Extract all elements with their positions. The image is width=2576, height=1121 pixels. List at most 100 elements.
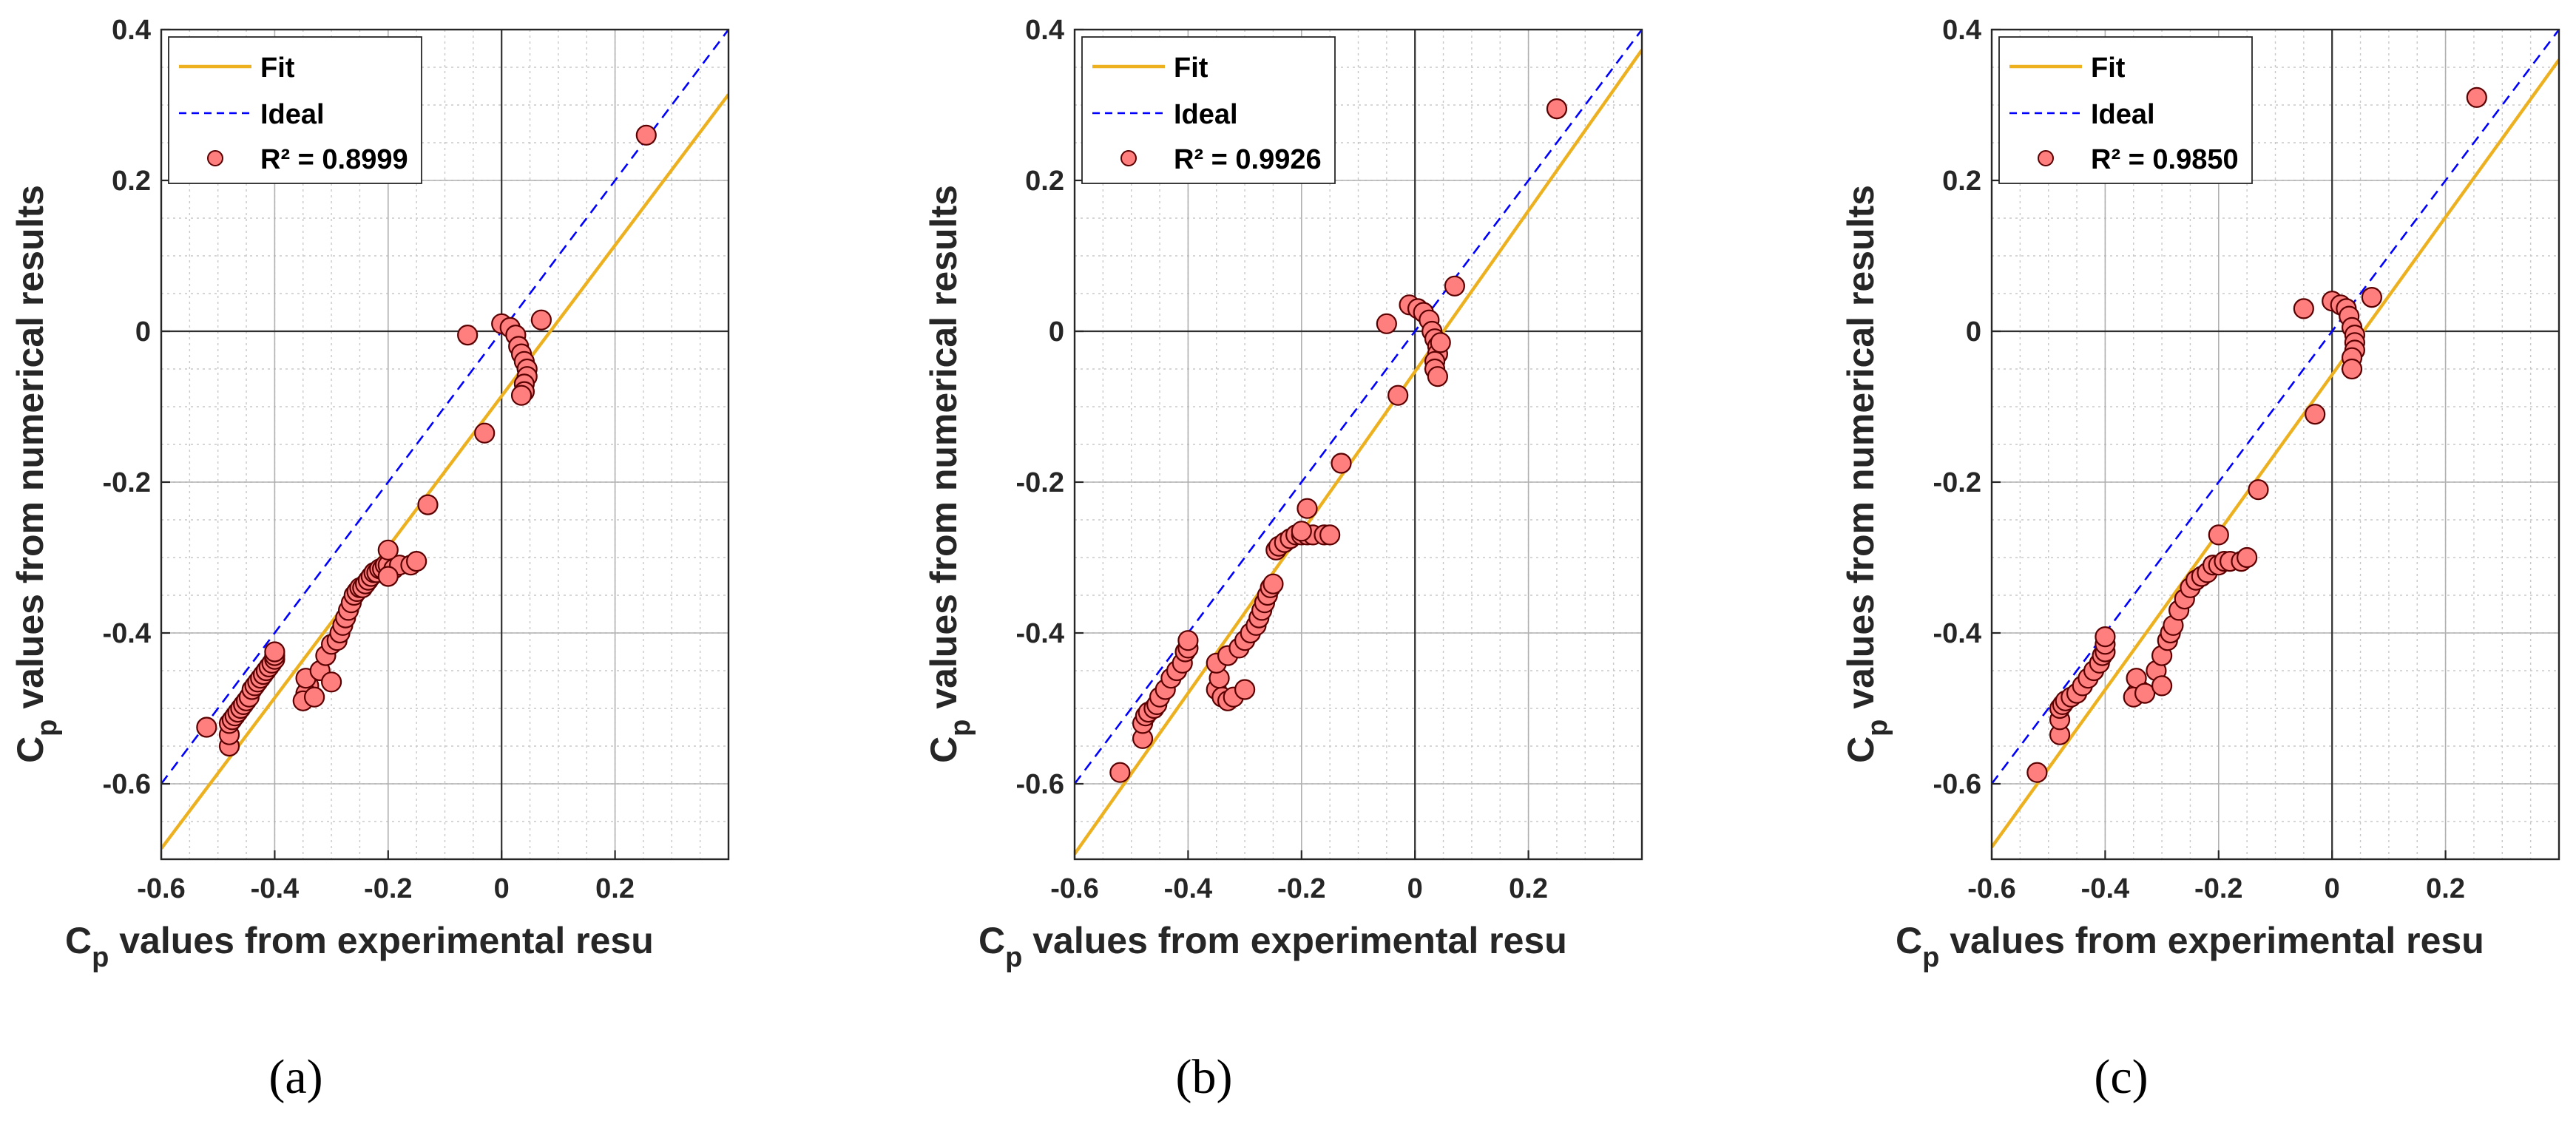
y-tick-label: 0 [1049,316,1064,348]
y-axis-label-sub: p [945,719,976,736]
x-tick-label: -0.6 [137,873,185,904]
data-point [1109,762,1131,783]
data-point [1427,366,1448,387]
y-tick-label: -0.6 [1016,769,1064,800]
legend-entry-label: Fit [2091,53,2126,84]
y-axis-label-rest: values from numerical results [923,185,964,719]
data-point [2305,404,2326,425]
y-tick-label: -0.2 [1933,467,1981,498]
legend-entry-label: Fit [260,53,295,84]
x-tick-label: -0.2 [2194,873,2242,904]
data-point [474,422,496,444]
x-axis-label-rest: values from experimental resu [1022,920,1566,961]
data-point [2134,683,2156,704]
data-point [196,717,217,738]
x-tick-label: -0.4 [251,873,299,904]
y-tick-label: 0 [135,316,151,348]
data-point [2026,762,2048,783]
data-point [635,124,657,146]
fit-line [1075,49,1642,856]
data-point [2293,298,2314,319]
x-axis-label-main: C [65,920,92,961]
axes-box [1990,28,2560,861]
ideal-line [161,30,728,785]
y-tick-label: 0 [1966,316,1981,348]
data-point [303,686,325,708]
y-tick-label: -0.6 [1933,769,1981,800]
data-point [2237,546,2258,569]
y-tick-label: -0.2 [1016,467,1064,498]
x-tick-label: 0 [2325,873,2340,904]
y-axis-label-main: C [1840,736,1882,763]
panel-label: (c) [2094,1050,2148,1104]
data-point [2361,287,2382,308]
data-point [1262,573,1284,595]
x-tick-label: -0.4 [1164,873,1212,904]
data-point [1430,332,1451,353]
data-point [1319,524,1341,546]
data-point [1331,453,1352,474]
tick-marks [160,28,616,859]
x-axis-label-sub: p [1005,942,1022,973]
x-axis-label-sub: p [1922,942,1939,973]
x-tick-label: -0.2 [1277,873,1325,904]
reference-lines [1075,30,1642,856]
y-tick-label: 0.4 [1942,15,1981,46]
y-axis-label-main: C [10,736,51,763]
data-point [2466,87,2487,108]
legend-entry-label: Ideal [1174,99,1238,130]
fit-line [161,93,728,850]
legend: Fit Ideal R² = 0.9850 [1998,36,2253,184]
x-axis-label-rest: values from experimental resu [1939,920,2484,961]
y-axis-label: Cp values from numerical results [1840,185,1893,763]
tick-marks [1990,28,2447,859]
y-tick-label: -0.2 [103,467,151,498]
data-point [2208,524,2229,546]
data-points [2026,87,2487,783]
x-tick-label: 0.2 [595,873,635,904]
legend: Fit Ideal R² = 0.9926 [1081,36,1336,184]
data-point [1234,679,1256,700]
data-point [377,566,399,587]
legend-entry-label: R² = 0.8999 [260,144,408,175]
data-point [1291,521,1312,542]
data-point [2151,675,2173,697]
data-point [1546,98,1568,120]
panel-label: (b) [1176,1050,1233,1104]
x-axis-label-rest: values from experimental resu [109,920,653,961]
x-axis-label-sub: p [92,942,109,973]
charts-container: -0.6 -0.4 -0.2 0 0.2 -0.6 -0.4 -0.2 0 0.2 0.4 Cp va… [10,15,2560,1104]
data-point [2248,479,2269,501]
legend-point-swatch [2038,150,2054,166]
data-point [1297,498,1318,519]
data-point [406,550,427,572]
y-tick-label: 0.2 [1942,166,1981,197]
y-tick-label: 0.2 [1025,166,1064,197]
x-tick-label: -0.4 [2081,873,2129,904]
panel-label: (a) [268,1050,322,1104]
y-tick-label: -0.6 [103,769,151,800]
x-tick-label: -0.6 [1967,873,2015,904]
data-point [377,539,399,560]
x-axis-label: Cp values from experimental resu [65,920,654,973]
y-tick-label: 0.2 [112,166,151,197]
chart-panel-1: -0.6 -0.4 -0.2 0 0.2 -0.6 -0.4 -0.2 0 0.2 0.4 Cp va… [10,15,730,973]
y-axis-label: Cp values from numerical results [923,185,976,763]
legend-entry-label: Ideal [260,99,325,130]
legend-point-swatch [207,150,223,166]
x-tick-label: -0.2 [364,873,412,904]
x-axis-label: Cp values from experimental resu [1896,920,2484,973]
x-tick-label: 0.2 [1509,873,1548,904]
x-tick-label: 0 [494,873,510,904]
y-tick-label: -0.4 [103,618,151,649]
fit-line [1992,58,2559,848]
y-axis-label-rest: values from numerical results [1840,185,1882,719]
data-point [321,671,342,693]
y-axis-label-sub: p [32,719,63,736]
chart-panel-3: -0.6 -0.4 -0.2 0 0.2 -0.6 -0.4 -0.2 0 0.2 0.4 Cp va… [1840,15,2560,973]
y-tick-label: 0.4 [112,15,151,46]
legend-entry-label: Fit [1174,53,1208,84]
tick-marks [1073,28,1529,859]
data-point [1387,385,1409,406]
